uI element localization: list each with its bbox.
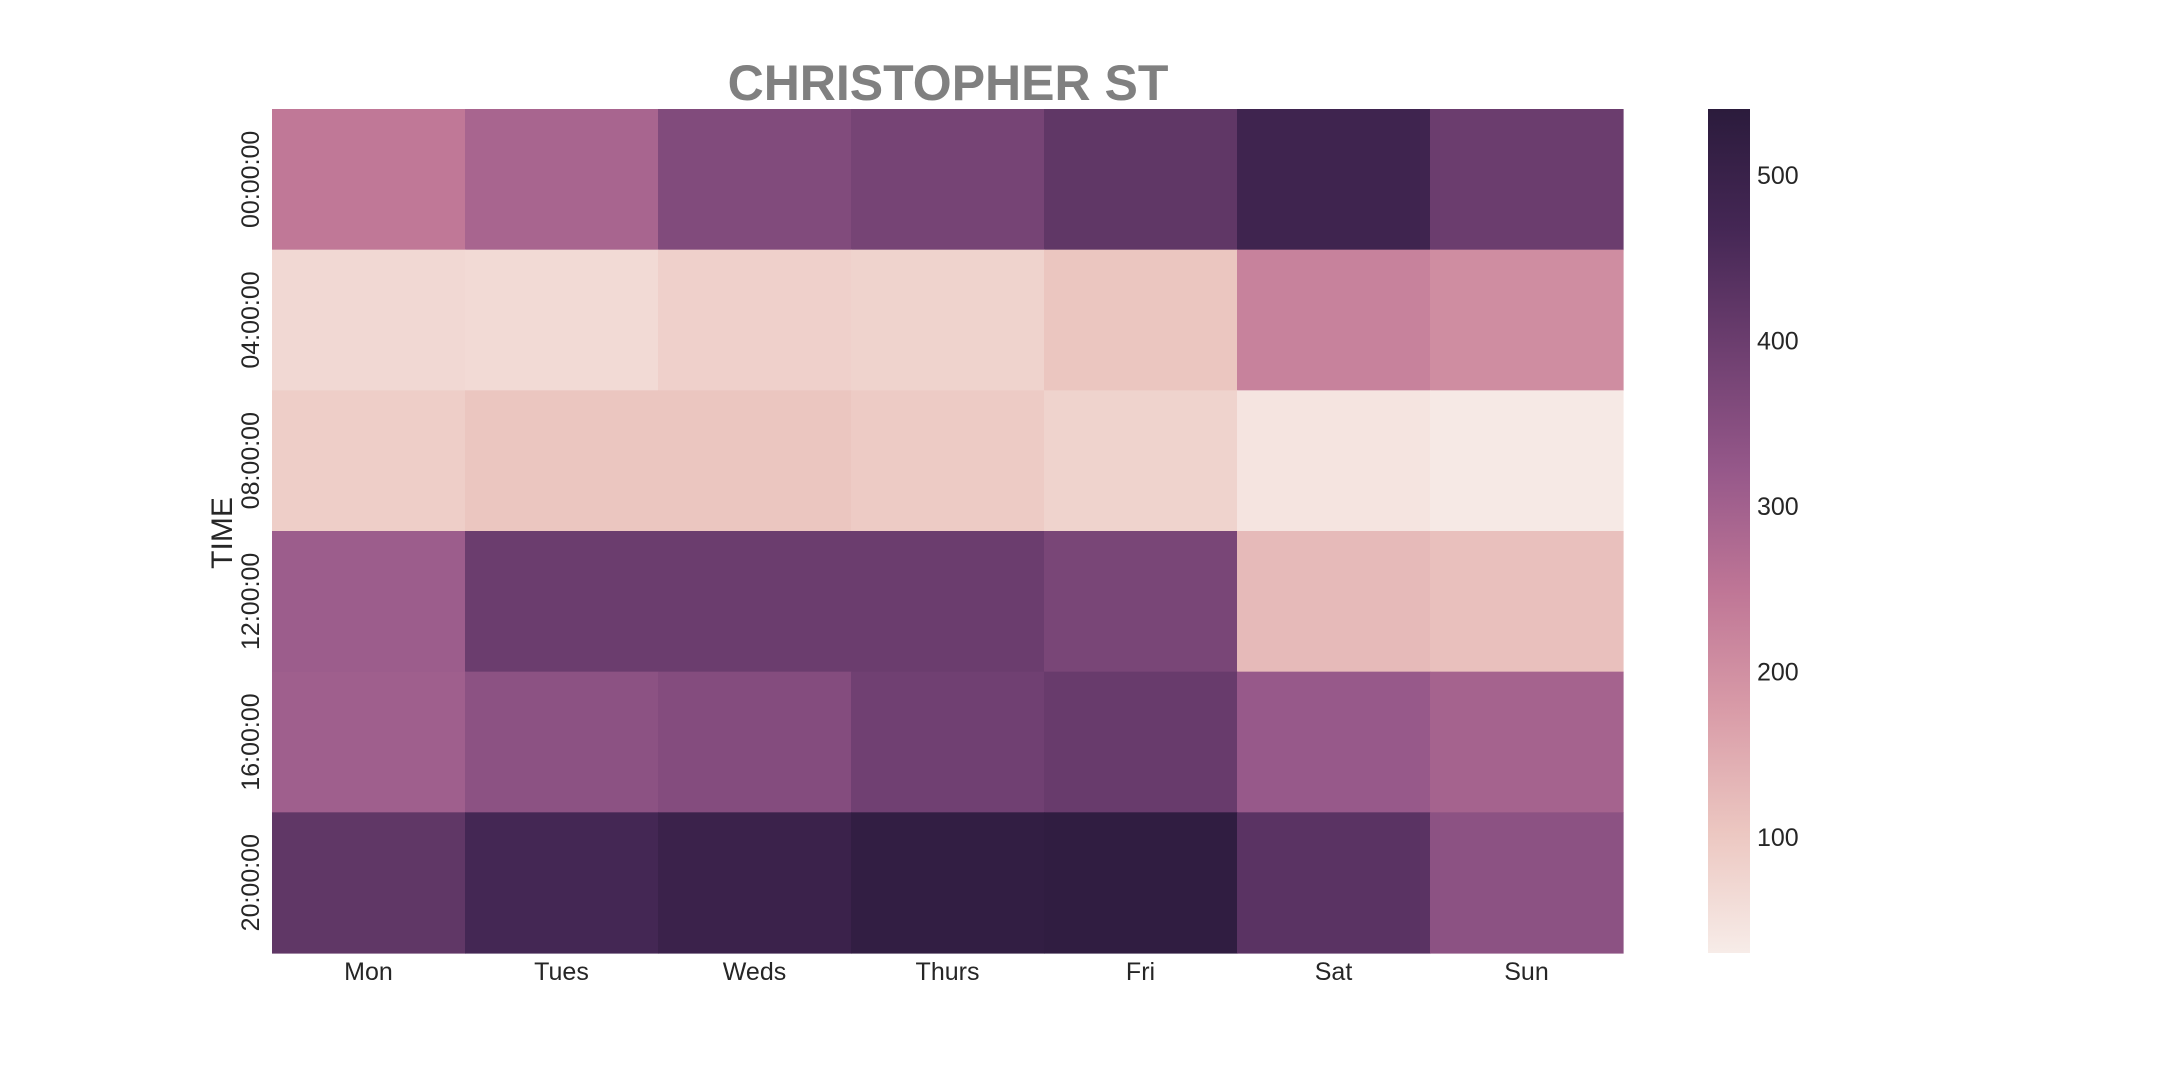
heatmap-cell-040000-sat	[1237, 249, 1431, 391]
heatmap-cell-160000-fri	[1044, 671, 1238, 813]
y-tick-label: 08:00:00	[237, 412, 265, 509]
colorbar-tick-label: 100	[1757, 824, 1799, 852]
heatmap-cell-080000-thurs	[851, 390, 1045, 532]
heatmap-cell-200000-mon	[272, 812, 466, 954]
heatmap-cell-120000-sat	[1237, 531, 1431, 673]
chart-title: CHRISTOPHER ST	[728, 55, 1169, 111]
x-tick-label: Mon	[344, 958, 393, 986]
heatmap-cell-000000-tues	[465, 109, 659, 251]
heatmap-cell-160000-tues	[465, 671, 659, 813]
colorbar-tick-labels: 100 200 300 400 500	[1757, 162, 1799, 852]
heatmap-cell-040000-mon	[272, 249, 466, 391]
y-tick-label: 20:00:00	[237, 834, 265, 931]
heatmap-cells	[272, 109, 1624, 954]
x-tick-label: Fri	[1126, 958, 1155, 986]
heatmap-cell-080000-sun	[1430, 390, 1624, 532]
heatmap-cell-040000-fri	[1044, 249, 1238, 391]
heatmap-cell-000000-sun	[1430, 109, 1624, 251]
heatmap-cell-160000-sat	[1237, 671, 1431, 813]
heatmap-cell-120000-weds	[658, 531, 852, 673]
heatmap-cell-040000-thurs	[851, 249, 1045, 391]
heatmap-cell-000000-fri	[1044, 109, 1238, 251]
y-tick-label: 12:00:00	[237, 553, 265, 650]
heatmap-cell-200000-weds	[658, 812, 852, 954]
heatmap-cell-080000-mon	[272, 390, 466, 532]
heatmap-cell-200000-sat	[1237, 812, 1431, 954]
heatmap-cell-200000-sun	[1430, 812, 1624, 954]
x-tick-label: Tues	[534, 958, 589, 986]
heatmap-cell-080000-sat	[1237, 390, 1431, 532]
colorbar	[1708, 109, 1750, 953]
heatmap-cell-040000-weds	[658, 249, 852, 391]
heatmap-cell-080000-tues	[465, 390, 659, 532]
heatmap-cell-000000-weds	[658, 109, 852, 251]
colorbar-tick-label: 200	[1757, 659, 1799, 687]
colorbar-tick-label: 500	[1757, 162, 1799, 190]
heatmap-cell-120000-thurs	[851, 531, 1045, 673]
heatmap-cell-200000-tues	[465, 812, 659, 954]
x-tick-label: Sat	[1315, 958, 1353, 986]
colorbar-tick-label: 300	[1757, 493, 1799, 521]
heatmap-cell-160000-thurs	[851, 671, 1045, 813]
heatmap-cell-040000-sun	[1430, 249, 1624, 391]
heatmap-cell-120000-tues	[465, 531, 659, 673]
heatmap-cell-000000-thurs	[851, 109, 1045, 251]
heatmap-cell-200000-thurs	[851, 812, 1045, 954]
x-tick-label: Sun	[1504, 958, 1548, 986]
heatmap-cell-120000-fri	[1044, 531, 1238, 673]
y-tick-label: 04:00:00	[237, 271, 265, 368]
heatmap-cell-120000-mon	[272, 531, 466, 673]
y-tick-label: 16:00:00	[237, 693, 265, 790]
heatmap-cell-040000-tues	[465, 249, 659, 391]
heatmap-cell-160000-weds	[658, 671, 852, 813]
x-tick-labels: Mon Tues Weds Thurs Fri Sat Sun	[344, 958, 1549, 986]
y-axis-label: TIME	[206, 497, 239, 569]
heatmap-cell-160000-sun	[1430, 671, 1624, 813]
heatmap-cell-080000-fri	[1044, 390, 1238, 532]
x-tick-label: Weds	[723, 958, 786, 986]
heatmap-cell-200000-fri	[1044, 812, 1238, 954]
heatmap-cell-000000-sat	[1237, 109, 1431, 251]
heatmap-cell-000000-mon	[272, 109, 466, 251]
heatmap-cell-080000-weds	[658, 390, 852, 532]
heatmap-cell-160000-mon	[272, 671, 466, 813]
y-tick-labels: 00:00:00 04:00:00 08:00:00 12:00:00 16:00:00…	[237, 131, 265, 932]
y-tick-label: 00:00:00	[237, 131, 265, 228]
heatmap-cell-120000-sun	[1430, 531, 1624, 673]
colorbar-tick-label: 400	[1757, 328, 1799, 356]
x-tick-label: Thurs	[916, 958, 980, 986]
